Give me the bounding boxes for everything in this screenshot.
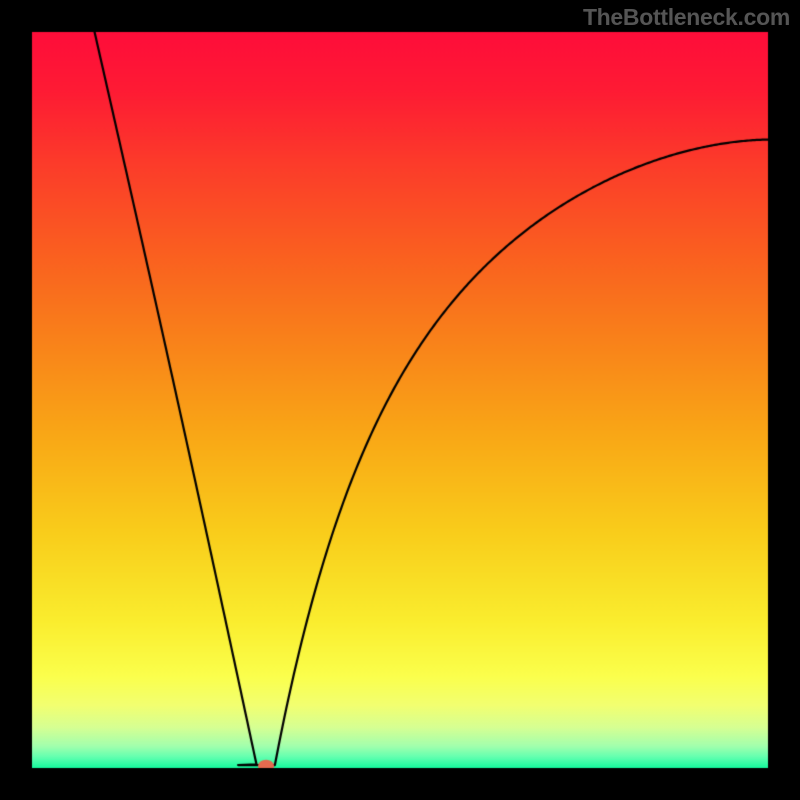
chart-root: TheBottleneck.com (0, 0, 800, 800)
watermark-text: TheBottleneck.com (583, 4, 790, 31)
bottleneck-chart-canvas (0, 0, 800, 800)
